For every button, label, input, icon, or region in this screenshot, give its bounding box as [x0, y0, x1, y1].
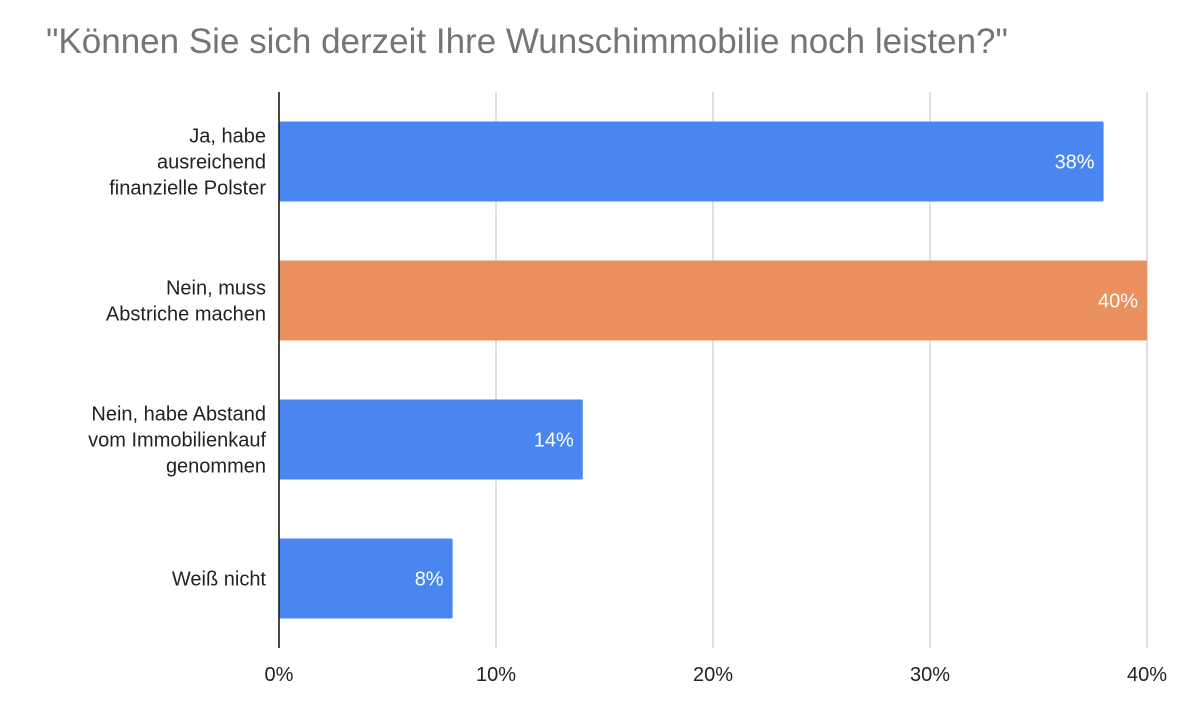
category-label: Nein, muss Abstriche machen	[106, 278, 266, 326]
category-label-line: Nein, muss	[166, 278, 266, 300]
bar	[279, 399, 583, 480]
bar	[279, 260, 1147, 341]
x-tick-label: 10%	[476, 664, 516, 686]
x-tick-label: 0%	[265, 664, 294, 686]
x-tick-label: 30%	[910, 664, 950, 686]
bar	[279, 121, 1104, 202]
x-tick-label: 20%	[693, 664, 733, 686]
category-label: Weiß nicht	[172, 569, 267, 591]
category-label: Nein, habe Abstand vom Immobilienkauf geno…	[88, 404, 266, 478]
data-label: 8%	[415, 569, 444, 591]
category-label-line: vom Immobilienkauf	[88, 430, 266, 452]
category-label-line: Ja, habe	[189, 126, 266, 148]
category-label-line: Nein, habe Abstand	[91, 404, 266, 426]
data-label: 14%	[534, 430, 574, 452]
bars	[279, 121, 1147, 619]
x-tick-label: 40%	[1127, 664, 1167, 686]
data-label: 38%	[1055, 152, 1095, 174]
category-label-line: genommen	[166, 456, 266, 478]
category-label-line: finanzielle Polster	[109, 178, 266, 200]
category-label-line: Weiß nicht	[172, 569, 267, 591]
labels: 0% 10% 20% 30% 40% 38% Ja, habe ausreichend fina…	[88, 126, 1167, 687]
chart-title: "Können Sie sich derzeit Ihre Wunschimmo…	[46, 22, 1008, 61]
category-label-line: Abstriche machen	[106, 304, 266, 326]
category-label: Ja, habe ausreichend finanzielle Polster	[109, 126, 266, 200]
bar	[279, 538, 453, 619]
data-label: 40%	[1098, 291, 1138, 313]
category-label-line: ausreichend	[157, 152, 266, 174]
